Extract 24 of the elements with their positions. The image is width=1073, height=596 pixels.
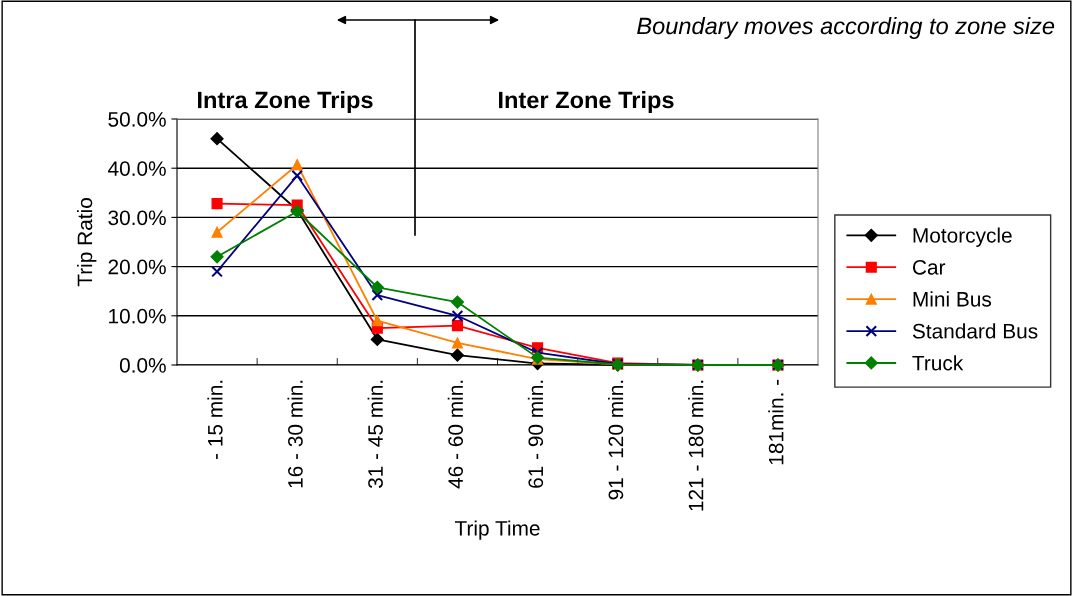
x-tick-label: 181min. - <box>768 379 784 465</box>
y-tick-label: 30.0% <box>108 210 166 226</box>
text: Boundary moves according to zone size <box>637 17 1055 39</box>
legend-label: Standard Bus <box>912 323 1038 339</box>
x-tick-label: 46 - 60 min. <box>447 380 464 489</box>
y-axis-title: Trip Ratio <box>76 198 97 287</box>
x-tick-label: 31 - 45 min. <box>367 380 383 489</box>
text: Intra Zone Trips <box>198 91 373 114</box>
legend-label: Car <box>912 259 946 275</box>
y-tick-label: 0.0% <box>119 358 166 373</box>
y-tick-label: 50.0% <box>108 112 166 127</box>
legend-label: Truck <box>912 355 964 371</box>
legend-label: Motorcycle <box>913 227 1012 247</box>
y-tick-label: 10.0% <box>109 308 166 324</box>
x-tick-label: 16 - 30 min. <box>287 380 303 488</box>
y-tick-label: 40.0% <box>107 161 166 176</box>
y-tick-label: 20.0% <box>108 259 166 275</box>
x-axis-title: Trip Time <box>454 520 540 540</box>
x-tick-label: 91 - 120 min. <box>607 380 624 500</box>
x-tick-label: - 15 min. <box>207 380 223 459</box>
x-tick-label: 61 - 90 min. <box>527 380 544 488</box>
text: Inter Zone Trips <box>499 91 674 114</box>
legend-label: Mini Bus <box>913 291 992 307</box>
x-tick-label: 121 - 180 min. <box>688 380 704 511</box>
